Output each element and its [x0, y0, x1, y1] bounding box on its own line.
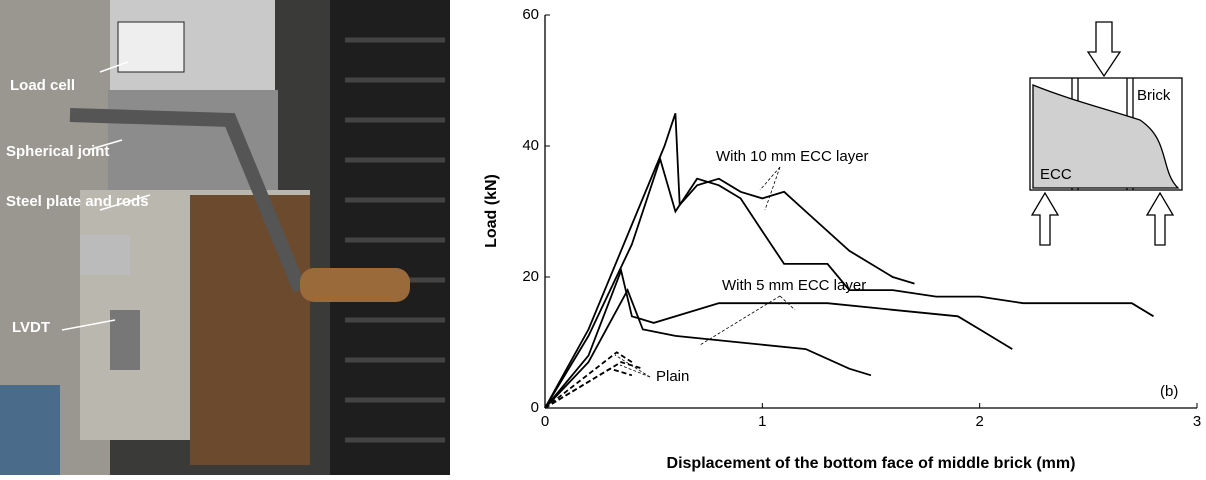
y-tick-label: 60 [522, 6, 539, 23]
photo-label: Steel plate and rods [6, 193, 149, 210]
photo: Load cell Spherical joint Steel plate an… [0, 0, 450, 475]
y-tick-label: 0 [531, 399, 539, 416]
x-tick-label: 0 [541, 413, 549, 430]
y-tick-label: 40 [522, 137, 539, 154]
series-line [544, 287, 872, 409]
annotation: With 5 mm ECC layer [722, 277, 866, 294]
series-line [544, 113, 915, 409]
photo-label: Load cell [10, 77, 75, 94]
series-line [544, 156, 1154, 409]
photo-label: LVDT [12, 319, 50, 336]
annotation: (b) [1160, 383, 1178, 400]
annotation: Plain [656, 368, 689, 385]
inset-label: ECC [1040, 166, 1072, 183]
x-axis-title: Displacement of the bottom face of middl… [667, 455, 1076, 472]
photo-label: Spherical joint [6, 143, 109, 160]
x-tick-label: 2 [975, 413, 983, 430]
series-line [544, 267, 1013, 409]
inset [1029, 21, 1183, 246]
series-line [544, 361, 644, 409]
x-tick-label: 3 [1193, 413, 1201, 430]
y-axis-title: Load (kN) [483, 174, 500, 248]
inset-label: Brick [1137, 87, 1171, 104]
series-line [544, 367, 633, 409]
annotation: With 10 mm ECC layer [716, 148, 869, 165]
x-tick-label: 1 [758, 413, 766, 430]
y-tick-label: 20 [522, 268, 539, 285]
series-line [544, 351, 633, 409]
